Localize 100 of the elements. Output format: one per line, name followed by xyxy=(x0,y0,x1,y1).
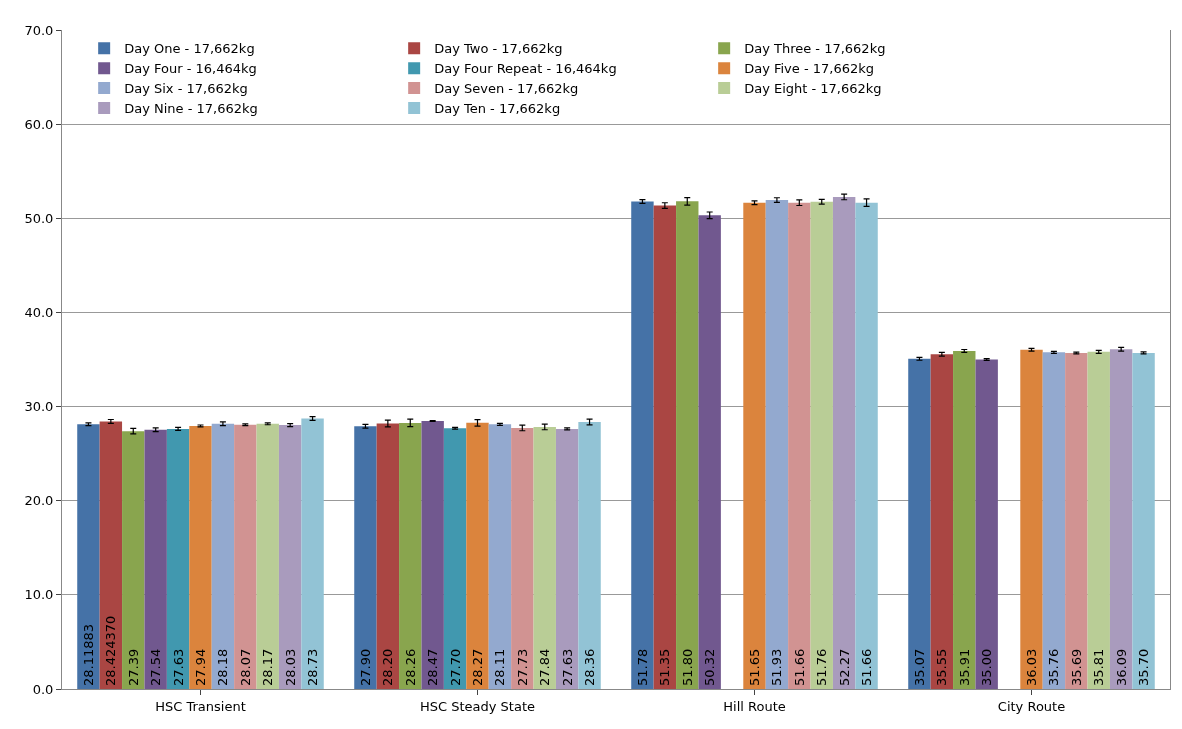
bar xyxy=(278,425,302,689)
y-tick-label: 0.0 xyxy=(32,681,54,697)
bar xyxy=(930,354,954,689)
data-label: 51.76 xyxy=(814,648,830,686)
y-tick-label: 40.0 xyxy=(24,304,54,320)
bar xyxy=(488,424,512,689)
bar xyxy=(908,358,931,689)
bar xyxy=(77,424,100,689)
bar xyxy=(466,422,489,689)
data-label: 35.76 xyxy=(1046,648,1062,686)
data-label: 51.80 xyxy=(679,648,695,686)
data-label: 51.65 xyxy=(747,648,762,686)
bar xyxy=(399,422,422,689)
data-label: 27.94 xyxy=(193,648,208,686)
bar xyxy=(975,359,998,689)
bar xyxy=(953,350,976,689)
data-label: 28.424370 xyxy=(103,615,119,686)
data-label: 28.73 xyxy=(305,648,321,686)
bar xyxy=(301,418,324,689)
data-label: 36.03 xyxy=(1024,648,1039,686)
data-label: 28.20 xyxy=(380,648,396,686)
data-label: 28.17 xyxy=(260,648,276,686)
x-tick-label: Hill Route xyxy=(723,698,786,714)
data-label: 50.32 xyxy=(702,648,718,686)
data-label: 27.84 xyxy=(537,648,553,686)
y-tick-label: 60.0 xyxy=(24,116,54,132)
data-label: 51.35 xyxy=(657,648,673,686)
bar xyxy=(1065,353,1088,689)
legend-label: Day Four Repeat - 16,464kg xyxy=(434,61,617,77)
data-label: 27.90 xyxy=(357,648,373,686)
data-label: 51.66 xyxy=(791,648,807,686)
data-label: 35.81 xyxy=(1091,648,1107,686)
y-tick-label: 70.0 xyxy=(24,22,54,38)
bar xyxy=(1132,352,1155,689)
bar xyxy=(354,426,377,689)
data-label: 35.69 xyxy=(1068,648,1084,686)
data-label: 28.18 xyxy=(215,648,231,686)
bar xyxy=(743,202,766,689)
data-label: 35.07 xyxy=(911,648,927,686)
y-tick-label: 30.0 xyxy=(24,399,54,415)
legend-label: Day Six - 17,662kg xyxy=(124,81,248,97)
x-tick-label: HSC Steady State xyxy=(419,698,536,714)
data-label: 51.78 xyxy=(634,648,650,686)
legend-label: Day One - 17,662kg xyxy=(124,41,255,57)
data-label: 35.70 xyxy=(1136,648,1152,686)
x-tick-label: HSC Transient xyxy=(155,698,246,714)
bar xyxy=(653,205,677,689)
data-label: 51.66 xyxy=(859,648,875,686)
data-label: 28.47 xyxy=(425,648,441,686)
legend-label: Day Two - 17,662kg xyxy=(434,41,563,57)
data-label: 35.55 xyxy=(934,648,950,686)
bar xyxy=(189,425,212,689)
legend-label: Day Five - 17,662kg xyxy=(744,61,875,77)
bar xyxy=(855,202,878,689)
bar xyxy=(211,423,235,689)
legend-label: Day Eight - 17,662kg xyxy=(744,81,882,97)
legend-label: Day Four - 16,464kg xyxy=(124,61,257,77)
bar xyxy=(578,422,601,689)
data-label: 27.73 xyxy=(514,648,530,686)
bar xyxy=(698,215,721,689)
bar xyxy=(443,428,467,689)
data-label: 28.27 xyxy=(470,648,485,686)
data-label: 52.27 xyxy=(836,648,852,686)
bar xyxy=(144,429,167,689)
legend-label: Day Nine - 17,662kg xyxy=(124,101,258,117)
data-label: 28.11 xyxy=(492,648,508,686)
bar xyxy=(676,201,699,689)
legend-label: Day Ten - 17,662kg xyxy=(434,101,561,117)
bar xyxy=(256,423,279,689)
data-label: 27.63 xyxy=(559,648,575,686)
data-label: 28.03 xyxy=(282,648,298,686)
data-label: 27.70 xyxy=(447,648,463,686)
data-label: 28.26 xyxy=(402,648,418,686)
data-label: 35.00 xyxy=(979,648,995,686)
bar xyxy=(788,202,811,689)
bar xyxy=(1042,352,1066,689)
data-label: 35.91 xyxy=(956,648,972,686)
data-label: 27.39 xyxy=(125,648,141,686)
bar xyxy=(533,426,556,689)
y-tick-label: 20.0 xyxy=(24,493,54,509)
data-label: 28.11883 xyxy=(80,623,96,686)
data-label: 28.07 xyxy=(237,648,253,686)
bar xyxy=(122,431,145,689)
y-tick-label: 50.0 xyxy=(24,210,54,226)
bar xyxy=(99,421,123,689)
bar xyxy=(234,424,257,689)
bar xyxy=(832,196,856,689)
bar xyxy=(631,201,654,689)
bar xyxy=(1020,349,1043,689)
bar xyxy=(810,201,833,689)
legend-label: Day Seven - 17,662kg xyxy=(434,81,579,97)
bar xyxy=(555,428,579,689)
legend-label: Day Three - 17,662kg xyxy=(744,41,886,57)
bar xyxy=(765,200,789,689)
bar xyxy=(1087,351,1110,689)
x-tick-label: City Route xyxy=(997,698,1066,714)
bar xyxy=(166,428,190,689)
data-label: 27.54 xyxy=(148,648,164,686)
y-tick-label: 10.0 xyxy=(24,587,54,603)
bar xyxy=(376,423,400,689)
